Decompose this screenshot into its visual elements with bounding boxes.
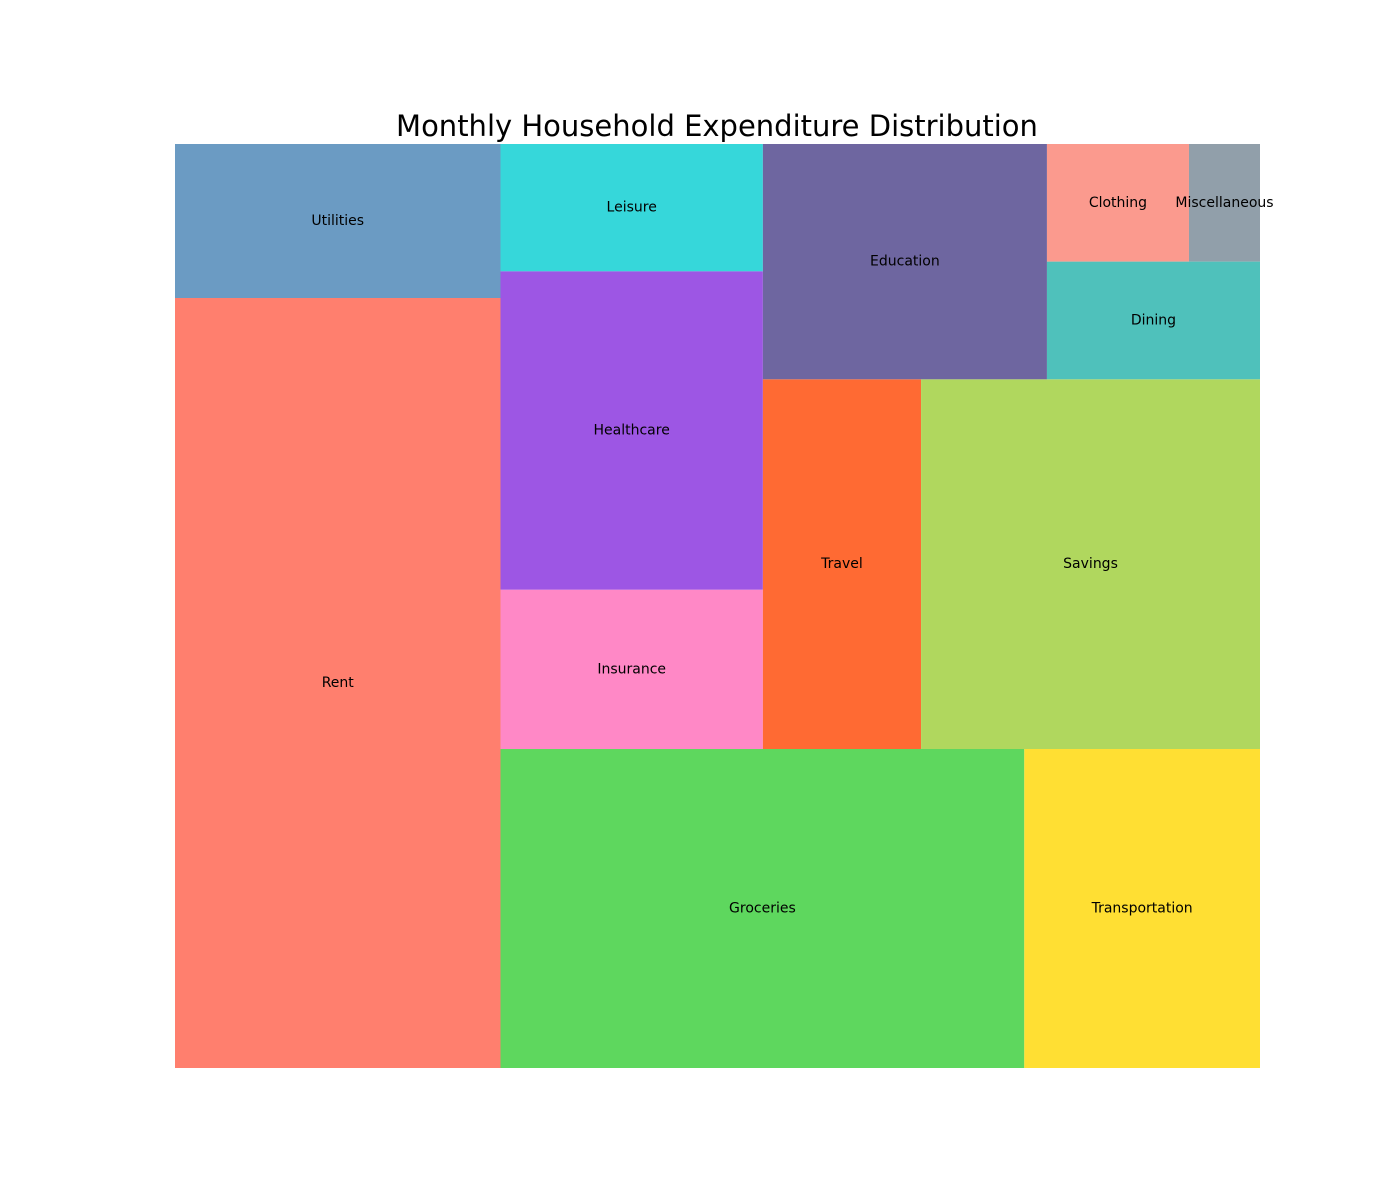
tile-label-leisure: Leisure <box>607 200 657 216</box>
tile-travel <box>762 379 922 749</box>
tile-insurance <box>500 589 763 749</box>
tile-label-travel: Travel <box>820 556 863 572</box>
tile-label-utilities: Utilities <box>311 213 364 229</box>
tile-label-savings: Savings <box>1063 556 1118 572</box>
tile-dining <box>1046 261 1260 380</box>
tile-label-dining: Dining <box>1131 312 1176 328</box>
treemap-tiles: Rent Utilities Leisure Healthcare Insurance G… <box>175 144 1274 1068</box>
tile-savings <box>921 379 1260 749</box>
tile-label-clothing: Clothing <box>1089 195 1147 211</box>
tile-miscellaneous <box>1188 144 1260 262</box>
tile-groceries <box>500 749 1025 1068</box>
tile-utilities <box>175 144 501 298</box>
tile-education <box>762 144 1047 380</box>
tile-clothing <box>1046 144 1189 262</box>
tile-rent <box>175 298 501 1068</box>
tile-label-groceries: Groceries <box>729 901 796 917</box>
tile-label-rent: Rent <box>322 675 355 691</box>
tile-label-transportation: Transportation <box>1091 901 1193 917</box>
tile-label-miscellaneous: Miscellaneous <box>1175 195 1273 211</box>
tile-leisure <box>500 144 763 272</box>
tile-transportation <box>1024 749 1260 1068</box>
tile-label-education: Education <box>870 254 940 270</box>
tile-healthcare <box>500 271 763 590</box>
chart-title: Monthly Household Expenditure Distributi… <box>396 109 1038 143</box>
tile-label-healthcare: Healthcare <box>594 423 670 439</box>
tile-label-insurance: Insurance <box>597 661 666 677</box>
